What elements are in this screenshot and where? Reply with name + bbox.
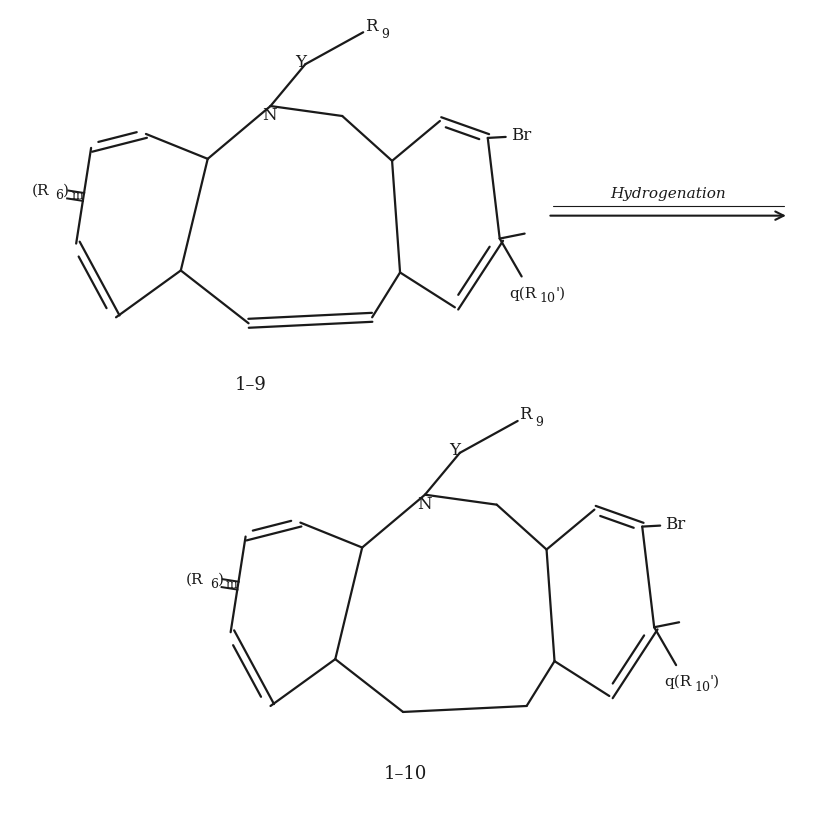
Text: ): ) [63, 183, 69, 198]
Text: Hydrogenation: Hydrogenation [610, 187, 726, 200]
Text: 1–10: 1–10 [384, 764, 427, 782]
Text: ): ) [218, 572, 224, 587]
Text: Br: Br [665, 516, 686, 533]
Text: R: R [519, 407, 532, 424]
Text: m: m [225, 578, 237, 591]
Text: 6: 6 [210, 578, 218, 591]
Text: Br: Br [511, 127, 531, 144]
Text: '): ') [556, 286, 566, 301]
Text: (R: (R [32, 183, 49, 198]
Text: 10: 10 [694, 681, 710, 694]
Text: Y: Y [449, 443, 460, 460]
Text: 9: 9 [381, 28, 389, 41]
Text: R: R [365, 18, 378, 35]
Text: q(R: q(R [664, 675, 691, 689]
Text: 9: 9 [536, 416, 543, 430]
Text: q(R: q(R [510, 286, 537, 301]
Text: '): ') [710, 675, 721, 689]
Text: 1–9: 1–9 [235, 376, 266, 394]
Text: 6: 6 [55, 189, 63, 202]
Text: N: N [417, 496, 431, 513]
Text: (R: (R [186, 572, 203, 587]
Text: Y: Y [295, 54, 306, 71]
Text: m: m [72, 189, 83, 202]
Text: N: N [262, 108, 277, 125]
Text: 10: 10 [540, 292, 556, 305]
